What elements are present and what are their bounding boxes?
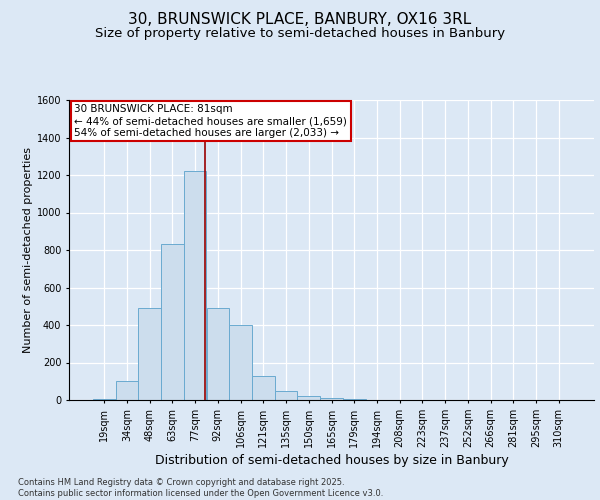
Text: Contains HM Land Registry data © Crown copyright and database right 2025.
Contai: Contains HM Land Registry data © Crown c… <box>18 478 383 498</box>
Bar <box>229 325 252 400</box>
X-axis label: Distribution of semi-detached houses by size in Banbury: Distribution of semi-detached houses by … <box>155 454 508 467</box>
Bar <box>116 381 139 400</box>
Bar <box>320 398 343 400</box>
Bar <box>139 308 161 400</box>
Bar <box>206 308 229 400</box>
Text: 30, BRUNSWICK PLACE, BANBURY, OX16 3RL: 30, BRUNSWICK PLACE, BANBURY, OX16 3RL <box>128 12 472 28</box>
Bar <box>343 399 365 400</box>
Bar <box>252 376 275 400</box>
Y-axis label: Number of semi-detached properties: Number of semi-detached properties <box>23 147 32 353</box>
Bar <box>161 244 184 400</box>
Bar <box>184 171 206 400</box>
Bar <box>275 390 298 400</box>
Text: Size of property relative to semi-detached houses in Banbury: Size of property relative to semi-detach… <box>95 28 505 40</box>
Text: 30 BRUNSWICK PLACE: 81sqm
← 44% of semi-detached houses are smaller (1,659)
54% : 30 BRUNSWICK PLACE: 81sqm ← 44% of semi-… <box>74 104 347 138</box>
Bar <box>298 396 320 400</box>
